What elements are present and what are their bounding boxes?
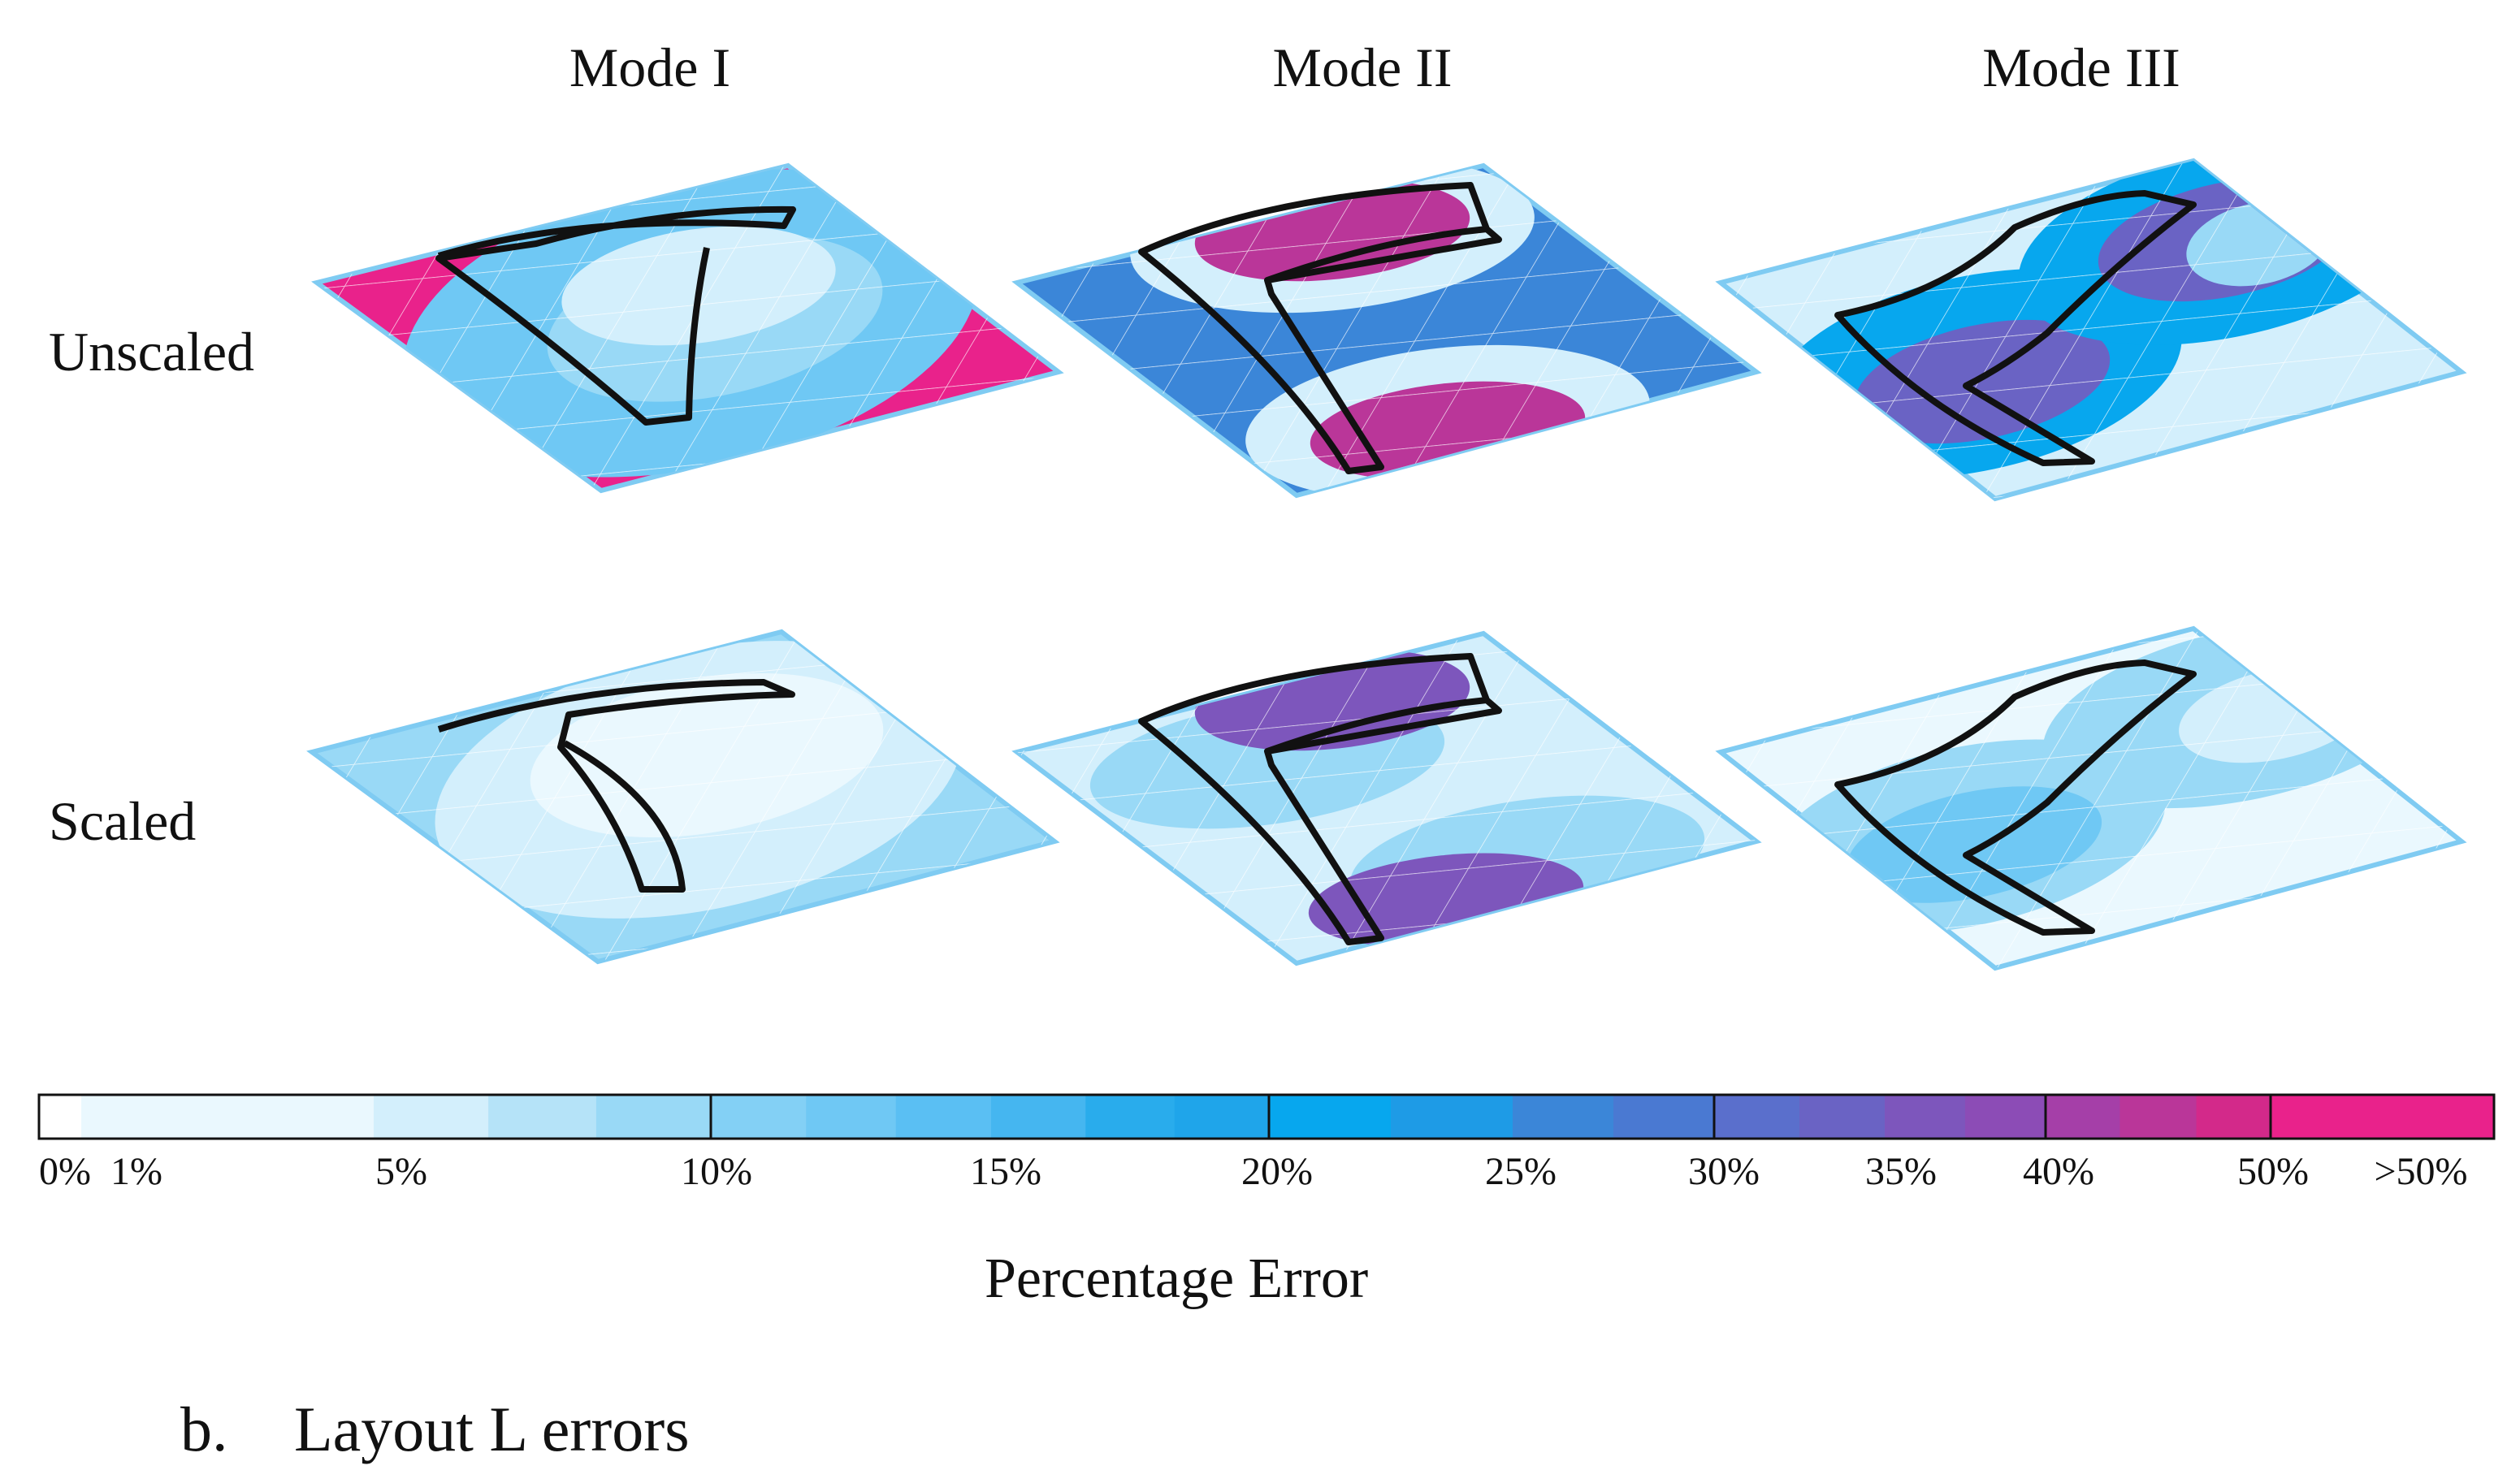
colorbar-segment — [895, 1095, 992, 1139]
colorbar-tick-label: 25% — [1485, 1150, 1557, 1193]
colorbar-tick-label: 50% — [2237, 1150, 2309, 1193]
colorbar-segment — [595, 1095, 712, 1139]
mode-shape-outline — [1834, 190, 2197, 466]
panel-unscaled-mode-1 — [311, 162, 1064, 494]
colorbar-segment — [81, 1095, 375, 1139]
column-title-mode-1: Mode I — [569, 37, 731, 98]
column-title-mode-2: Mode II — [1272, 37, 1453, 98]
panel-scaled-mode-2 — [1011, 630, 1762, 966]
row-label-scaled: Scaled — [49, 790, 197, 852]
row-label-unscaled: Unscaled — [49, 321, 255, 383]
colorbar — [37, 1093, 2496, 1140]
colorbar-title: Percentage Error — [985, 1247, 1369, 1310]
colorbar-tick-label: 10% — [681, 1150, 752, 1193]
colorbar-segment — [1965, 1095, 2046, 1139]
mode-shape-outline — [1138, 182, 1502, 474]
column-title-mode-3: Mode III — [1982, 37, 2180, 98]
colorbar-segment — [806, 1095, 897, 1139]
mode-shape-outline — [435, 205, 796, 426]
colorbar-segment — [2119, 1095, 2197, 1139]
colorbar-segment — [1391, 1095, 1513, 1139]
colorbar-segment — [488, 1095, 597, 1139]
panel-scaled-mode-3 — [1715, 625, 2467, 971]
panel-scaled-mode-1 — [306, 629, 1060, 965]
colorbar-tick-label: 15% — [970, 1150, 1041, 1193]
figure-caption: b. Layout L errors — [180, 1389, 690, 1470]
colorbar-segment — [374, 1095, 489, 1139]
colorbar-segment — [991, 1095, 1086, 1139]
colorbar-segment — [711, 1095, 807, 1139]
colorbar-segment — [1513, 1095, 1614, 1139]
colorbar-segment — [1714, 1095, 1800, 1139]
colorbar-tick-label: 0% — [39, 1150, 91, 1193]
colorbar-segment — [1174, 1095, 1270, 1139]
colorbar-border — [37, 1093, 2496, 1140]
caption-letter: b. — [180, 1394, 228, 1464]
colorbar-tick-label: 30% — [1688, 1150, 1760, 1193]
colorbar-segment — [1269, 1095, 1392, 1139]
colorbar-tick-label: 35% — [1865, 1150, 1937, 1193]
mode-shape-outline — [437, 679, 795, 893]
colorbar-segment — [2271, 1095, 2495, 1139]
colorbar-tick-label: 40% — [2023, 1150, 2094, 1193]
colorbar-segment — [1613, 1095, 1715, 1139]
panel-unscaled-mode-2 — [1011, 162, 1762, 499]
colorbar-tick-label: 1% — [110, 1150, 162, 1193]
colorbar-tick-label: 5% — [375, 1150, 427, 1193]
colorbar-segment — [2046, 1095, 2121, 1139]
colorbar-segment — [2196, 1095, 2271, 1139]
colorbar-segment — [1085, 1095, 1176, 1139]
mode-shape-outline — [1138, 653, 1502, 945]
colorbar-segment — [1799, 1095, 1886, 1139]
mode-shape-outline — [1834, 659, 2197, 936]
caption-text: Layout L errors — [294, 1394, 690, 1464]
colorbar-tick-label: >50% — [2374, 1150, 2468, 1193]
colorbar-segment — [39, 1095, 82, 1139]
colorbar-tick-label: 20% — [1241, 1150, 1313, 1193]
panel-unscaled-mode-3 — [1715, 158, 2467, 502]
colorbar-segment — [1885, 1095, 1966, 1139]
